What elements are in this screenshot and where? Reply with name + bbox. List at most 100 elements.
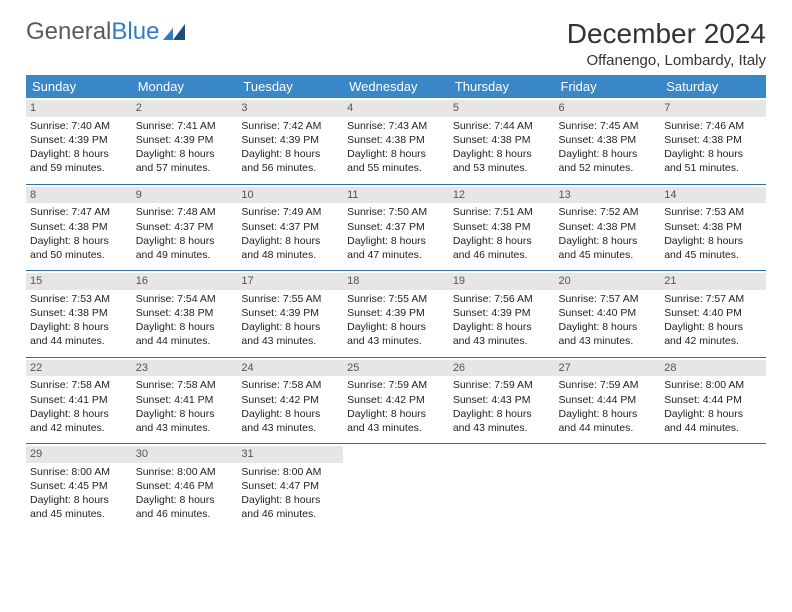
- location: Offanengo, Lombardy, Italy: [567, 52, 766, 69]
- daylight-line: Daylight: 8 hours and 49 minutes.: [136, 234, 234, 262]
- sunrise-line: Sunrise: 7:45 AM: [559, 119, 657, 133]
- daylight-line: Daylight: 8 hours and 42 minutes.: [30, 407, 128, 435]
- day-cell: [343, 444, 449, 530]
- daylight-line: Daylight: 8 hours and 44 minutes.: [136, 320, 234, 348]
- day-number: 27: [555, 360, 661, 377]
- day-number: 8: [26, 187, 132, 204]
- day-cell: [449, 444, 555, 530]
- weekday-header: Saturday: [660, 75, 766, 98]
- month-title: December 2024: [567, 18, 766, 50]
- daylight-line: Daylight: 8 hours and 56 minutes.: [241, 147, 339, 175]
- sunset-line: Sunset: 4:40 PM: [664, 306, 762, 320]
- daylight-line: Daylight: 8 hours and 43 minutes.: [241, 320, 339, 348]
- day-number: 7: [660, 100, 766, 117]
- sunrise-line: Sunrise: 7:42 AM: [241, 119, 339, 133]
- day-number: 10: [237, 187, 343, 204]
- day-cell: 28Sunrise: 8:00 AMSunset: 4:44 PMDayligh…: [660, 357, 766, 444]
- sunset-line: Sunset: 4:44 PM: [664, 393, 762, 407]
- sunrise-line: Sunrise: 7:58 AM: [136, 378, 234, 392]
- sunset-line: Sunset: 4:38 PM: [453, 220, 551, 234]
- day-number: 19: [449, 273, 555, 290]
- day-number: 30: [132, 446, 238, 463]
- day-number: 11: [343, 187, 449, 204]
- day-cell: [660, 444, 766, 530]
- sunrise-line: Sunrise: 7:59 AM: [347, 378, 445, 392]
- day-cell: 7Sunrise: 7:46 AMSunset: 4:38 PMDaylight…: [660, 98, 766, 184]
- sunrise-line: Sunrise: 7:58 AM: [241, 378, 339, 392]
- sunset-line: Sunset: 4:38 PM: [664, 220, 762, 234]
- sunset-line: Sunset: 4:38 PM: [136, 306, 234, 320]
- day-cell: 24Sunrise: 7:58 AMSunset: 4:42 PMDayligh…: [237, 357, 343, 444]
- logo-text-general: General: [26, 18, 111, 46]
- daylight-line: Daylight: 8 hours and 43 minutes.: [453, 320, 551, 348]
- day-number: 4: [343, 100, 449, 117]
- day-number: 25: [343, 360, 449, 377]
- daylight-line: Daylight: 8 hours and 55 minutes.: [347, 147, 445, 175]
- day-number: 24: [237, 360, 343, 377]
- day-cell: 5 Sunrise: 7:44 AMSunset: 4:38 PMDaylight…: [449, 98, 555, 184]
- sunset-line: Sunset: 4:39 PM: [241, 133, 339, 147]
- sunset-line: Sunset: 4:44 PM: [559, 393, 657, 407]
- day-cell: 1Sunrise: 7:40 AMSunset: 4:39 PMDaylight…: [26, 98, 132, 184]
- day-number: 21: [660, 273, 766, 290]
- day-cell: 21Sunrise: 7:57 AMSunset: 4:40 PMDayligh…: [660, 271, 766, 358]
- day-cell: 13Sunrise: 7:52 AMSunset: 4:38 PMDayligh…: [555, 184, 661, 271]
- daylight-line: Daylight: 8 hours and 46 minutes.: [241, 493, 339, 521]
- daylight-line: Daylight: 8 hours and 43 minutes.: [241, 407, 339, 435]
- day-cell: 26Sunrise: 7:59 AMSunset: 4:43 PMDayligh…: [449, 357, 555, 444]
- sunrise-line: Sunrise: 7:50 AM: [347, 205, 445, 219]
- day-number: 28: [660, 360, 766, 377]
- day-cell: 11Sunrise: 7:50 AMSunset: 4:37 PMDayligh…: [343, 184, 449, 271]
- daylight-line: Daylight: 8 hours and 53 minutes.: [453, 147, 551, 175]
- day-number: 9: [132, 187, 238, 204]
- sunrise-line: Sunrise: 7:53 AM: [30, 292, 128, 306]
- day-number: 26: [449, 360, 555, 377]
- sunrise-line: Sunrise: 7:51 AM: [453, 205, 551, 219]
- day-number: 14: [660, 187, 766, 204]
- sunrise-line: Sunrise: 8:00 AM: [136, 465, 234, 479]
- day-number: 12: [449, 187, 555, 204]
- sunrise-line: Sunrise: 7:41 AM: [136, 119, 234, 133]
- sunset-line: Sunset: 4:47 PM: [241, 479, 339, 493]
- sunrise-line: Sunrise: 7:54 AM: [136, 292, 234, 306]
- daylight-line: Daylight: 8 hours and 43 minutes.: [453, 407, 551, 435]
- day-cell: 23Sunrise: 7:58 AMSunset: 4:41 PMDayligh…: [132, 357, 238, 444]
- daylight-line: Daylight: 8 hours and 47 minutes.: [347, 234, 445, 262]
- weekday-header: Monday: [132, 75, 238, 98]
- day-cell: 20Sunrise: 7:57 AMSunset: 4:40 PMDayligh…: [555, 271, 661, 358]
- daylight-line: Daylight: 8 hours and 43 minutes.: [136, 407, 234, 435]
- sunrise-line: Sunrise: 7:56 AM: [453, 292, 551, 306]
- daylight-line: Daylight: 8 hours and 43 minutes.: [347, 407, 445, 435]
- daylight-line: Daylight: 8 hours and 59 minutes.: [30, 147, 128, 175]
- daylight-line: Daylight: 8 hours and 43 minutes.: [347, 320, 445, 348]
- sunset-line: Sunset: 4:38 PM: [453, 133, 551, 147]
- daylight-line: Daylight: 8 hours and 46 minutes.: [136, 493, 234, 521]
- day-cell: [555, 444, 661, 530]
- sunset-line: Sunset: 4:37 PM: [136, 220, 234, 234]
- sunset-line: Sunset: 4:38 PM: [30, 306, 128, 320]
- day-number: 29: [26, 446, 132, 463]
- sunrise-line: Sunrise: 7:48 AM: [136, 205, 234, 219]
- day-cell: 16 Sunrise: 7:54 AMSunset: 4:38 PMDayligh…: [132, 271, 238, 358]
- sunset-line: Sunset: 4:39 PM: [30, 133, 128, 147]
- day-cell: 10Sunrise: 7:49 AMSunset: 4:37 PMDayligh…: [237, 184, 343, 271]
- day-number: 16: [132, 273, 238, 290]
- logo-mark-icon: [163, 24, 187, 40]
- sunrise-line: Sunrise: 7:44 AM: [453, 119, 551, 133]
- day-cell: 18Sunrise: 7:55 AMSunset: 4:39 PMDayligh…: [343, 271, 449, 358]
- weekday-header: Wednesday: [343, 75, 449, 98]
- day-cell: 19Sunrise: 7:56 AMSunset: 4:39 PMDayligh…: [449, 271, 555, 358]
- sunrise-line: Sunrise: 7:59 AM: [559, 378, 657, 392]
- sunset-line: Sunset: 4:39 PM: [347, 306, 445, 320]
- day-cell: 3 Sunrise: 7:42 AMSunset: 4:39 PMDaylight…: [237, 98, 343, 184]
- day-cell: 8Sunrise: 7:47 AMSunset: 4:38 PMDaylight…: [26, 184, 132, 271]
- day-cell: 29Sunrise: 8:00 AMSunset: 4:45 PMDayligh…: [26, 444, 132, 530]
- weekday-header: Sunday: [26, 75, 132, 98]
- sunrise-line: Sunrise: 7:55 AM: [347, 292, 445, 306]
- day-number: 3: [237, 100, 343, 117]
- day-number: 23: [132, 360, 238, 377]
- sunset-line: Sunset: 4:43 PM: [453, 393, 551, 407]
- sunset-line: Sunset: 4:38 PM: [664, 133, 762, 147]
- day-cell: 6Sunrise: 7:45 AMSunset: 4:38 PMDaylight…: [555, 98, 661, 184]
- day-number: 5: [449, 100, 555, 117]
